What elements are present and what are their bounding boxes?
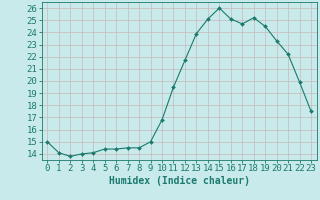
X-axis label: Humidex (Indice chaleur): Humidex (Indice chaleur) bbox=[109, 176, 250, 186]
